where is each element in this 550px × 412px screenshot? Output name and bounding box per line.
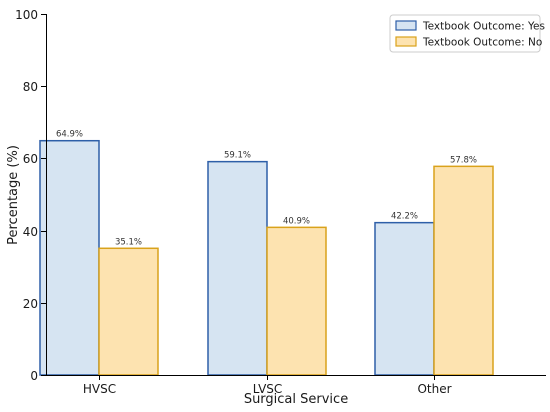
data-label-no-hvsc: 35.1% bbox=[115, 237, 142, 247]
y-tick-label: 40 bbox=[23, 225, 38, 239]
y-tick-label: 60 bbox=[23, 152, 38, 166]
bar-no-hvsc bbox=[98, 247, 159, 376]
legend-swatch-no bbox=[395, 36, 417, 47]
bar-no-lvsc bbox=[266, 226, 327, 376]
legend-label-yes: Textbook Outcome: Yes bbox=[422, 21, 545, 33]
data-label-yes-hvsc: 64.9% bbox=[56, 130, 83, 140]
x-tick-label-hvsc: HVSC bbox=[83, 382, 116, 396]
y-axis-title: Percentage (%) bbox=[6, 145, 21, 245]
data-label-yes-lvsc: 59.1% bbox=[224, 151, 251, 161]
legend: Textbook Outcome: Yes Textbook Outcome: … bbox=[389, 14, 545, 53]
legend-frame bbox=[389, 14, 541, 53]
data-label-no-lvsc: 40.9% bbox=[283, 216, 310, 226]
bar-yes-hvsc bbox=[39, 139, 100, 376]
bars-layer bbox=[39, 139, 494, 376]
data-label-yes-other: 42.2% bbox=[391, 212, 418, 222]
x-tick-label-lvsc: LVSC bbox=[253, 382, 283, 396]
bar-yes-other bbox=[374, 221, 435, 376]
y-ticks: 0 20 40 60 80 100 bbox=[15, 8, 46, 383]
bar-yes-lvsc bbox=[207, 160, 268, 376]
y-tick-label: 100 bbox=[15, 8, 38, 22]
legend-label-no: Textbook Outcome: No bbox=[422, 37, 542, 49]
data-label-no-other: 57.8% bbox=[450, 155, 477, 165]
y-tick-label: 20 bbox=[23, 297, 38, 311]
data-labels-layer: 64.9% 59.1% 42.2% 35.1% 40.9% 57.8% bbox=[56, 130, 477, 248]
legend-swatch-yes bbox=[395, 20, 417, 31]
y-tick-label: 80 bbox=[23, 80, 38, 94]
x-tick-label-other: Other bbox=[417, 382, 451, 396]
bar-no-other bbox=[433, 165, 494, 376]
y-tick-label: 0 bbox=[30, 369, 38, 383]
x-ticks: HVSC LVSC Other bbox=[83, 375, 452, 396]
x-axis-title: Surgical Service bbox=[244, 392, 348, 407]
